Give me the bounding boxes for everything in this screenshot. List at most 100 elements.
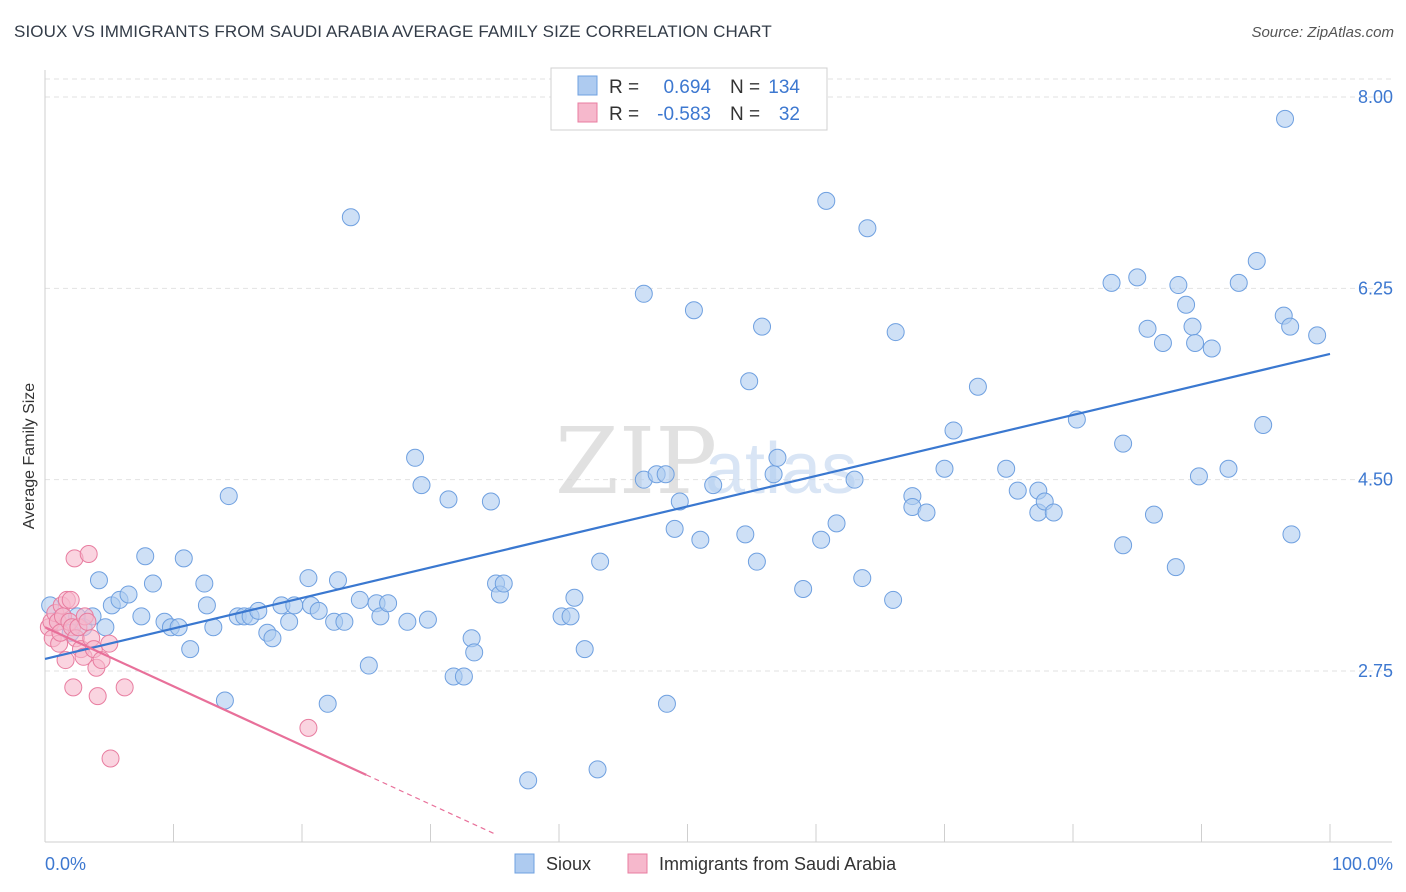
- sioux-point: [764, 465, 783, 484]
- sioux-point: [1128, 268, 1147, 287]
- sioux-point: [439, 490, 458, 509]
- y-tick-label: 2.75: [1358, 661, 1393, 681]
- sioux-point: [845, 470, 864, 489]
- sioux-point: [280, 612, 299, 631]
- legend-r-value: 0.694: [663, 77, 711, 98]
- sioux-point: [481, 492, 500, 511]
- y-tick-labels: 2.75 4.50 6.25 8.00: [1358, 87, 1393, 681]
- sioux-point: [575, 640, 594, 659]
- sioux-point: [1138, 319, 1157, 338]
- sioux-point: [1202, 339, 1221, 358]
- sioux-point: [886, 323, 905, 342]
- sioux-point: [1229, 273, 1248, 292]
- sioux-point: [1254, 416, 1273, 434]
- legend-n-value: 134: [768, 77, 800, 98]
- bottom-legend: Sioux Immigrants from Saudi Arabia: [514, 853, 897, 874]
- sioux-point: [665, 519, 684, 538]
- sioux-point: [1186, 334, 1205, 352]
- sioux-point: [1008, 481, 1027, 500]
- sioux-point: [1281, 317, 1300, 336]
- sioux-point: [143, 574, 162, 593]
- legend-r-label: R =: [609, 104, 639, 125]
- saudi-point: [64, 678, 83, 697]
- saudi-trend-extension: [365, 774, 496, 835]
- y-tick-label: 4.50: [1358, 470, 1393, 490]
- bottom-legend-sioux: Sioux: [546, 854, 591, 874]
- bottom-legend-swatch-saudi: [627, 853, 648, 874]
- source-label: Source: ZipAtlas.com: [1251, 24, 1394, 41]
- legend-swatch-saudi: [577, 102, 598, 123]
- sioux-point: [197, 596, 216, 615]
- trend-lines: [44, 352, 1331, 835]
- y-tick-label: 6.25: [1358, 278, 1393, 298]
- sioux-point: [341, 208, 360, 227]
- sioux-point: [1219, 459, 1238, 478]
- sioux-point: [1177, 295, 1196, 314]
- sioux-point: [406, 448, 425, 467]
- legend: R = 0.694 N = 134 R = -0.583 N = 32: [550, 67, 828, 131]
- saudi-trend-line: [44, 626, 367, 776]
- sioux-point: [591, 552, 610, 571]
- sioux-point: [181, 640, 200, 659]
- sioux-point: [588, 760, 607, 779]
- sioux-point: [1102, 273, 1121, 292]
- watermark: ZIP: [555, 408, 717, 515]
- sioux-point: [944, 421, 963, 440]
- legend-n-label: N =: [730, 77, 760, 98]
- sioux-point: [747, 552, 766, 571]
- saudi-point: [61, 590, 80, 609]
- sioux-point: [768, 448, 787, 467]
- sioux-point: [657, 694, 676, 713]
- sioux-point: [219, 487, 238, 506]
- sioux-point: [1166, 558, 1185, 577]
- chart-title: SIOUX VS IMMIGRANTS FROM SAUDI ARABIA AV…: [14, 22, 772, 41]
- sioux-point: [318, 694, 337, 713]
- saudi-point: [88, 687, 107, 706]
- gridlines: [45, 78, 1392, 672]
- sioux-point: [335, 612, 354, 631]
- sioux-point: [740, 372, 759, 391]
- sioux-point: [684, 301, 703, 320]
- sioux-point: [418, 610, 437, 629]
- sioux-point: [794, 580, 813, 598]
- saudi-point: [78, 612, 97, 631]
- sioux-point: [736, 525, 755, 544]
- sioux-point: [328, 571, 347, 590]
- sioux-point: [119, 585, 138, 604]
- sioux-point: [884, 590, 903, 609]
- sioux-point: [1308, 326, 1327, 345]
- sioux-point: [1114, 536, 1133, 555]
- sioux-point: [89, 571, 108, 590]
- sioux-point: [812, 530, 831, 549]
- sioux-point: [174, 549, 193, 568]
- sioux-point: [1183, 317, 1202, 336]
- saudi-point: [299, 718, 318, 737]
- axes: [44, 70, 1392, 843]
- sioux-point: [691, 530, 710, 549]
- legend-swatch-sioux: [577, 75, 598, 96]
- sioux-point: [195, 574, 214, 593]
- sioux-point: [412, 476, 431, 495]
- sioux-point: [1247, 252, 1266, 270]
- sioux-point: [997, 459, 1016, 478]
- x-tick-label: 0.0%: [45, 854, 86, 874]
- sioux-point: [565, 588, 584, 607]
- sioux-point: [1114, 434, 1133, 453]
- sioux-point: [350, 590, 369, 609]
- sioux-point: [299, 569, 318, 588]
- y-axis-label: Average Family Size: [21, 383, 38, 530]
- sioux-point: [1169, 276, 1188, 295]
- sioux-point: [561, 607, 580, 626]
- legend-r-value: -0.583: [657, 104, 711, 125]
- x-tick-labels: 0.0% 100.0%: [45, 854, 1393, 874]
- bottom-legend-saudi: Immigrants from Saudi Arabia: [659, 854, 897, 874]
- legend-n-value: 32: [779, 104, 800, 125]
- sioux-point: [136, 547, 155, 566]
- sioux-point: [1189, 467, 1208, 486]
- sioux-point: [398, 612, 417, 631]
- sioux-point: [817, 191, 836, 210]
- sioux-point: [494, 574, 513, 593]
- sioux-point: [670, 492, 689, 511]
- sioux-point: [968, 377, 987, 396]
